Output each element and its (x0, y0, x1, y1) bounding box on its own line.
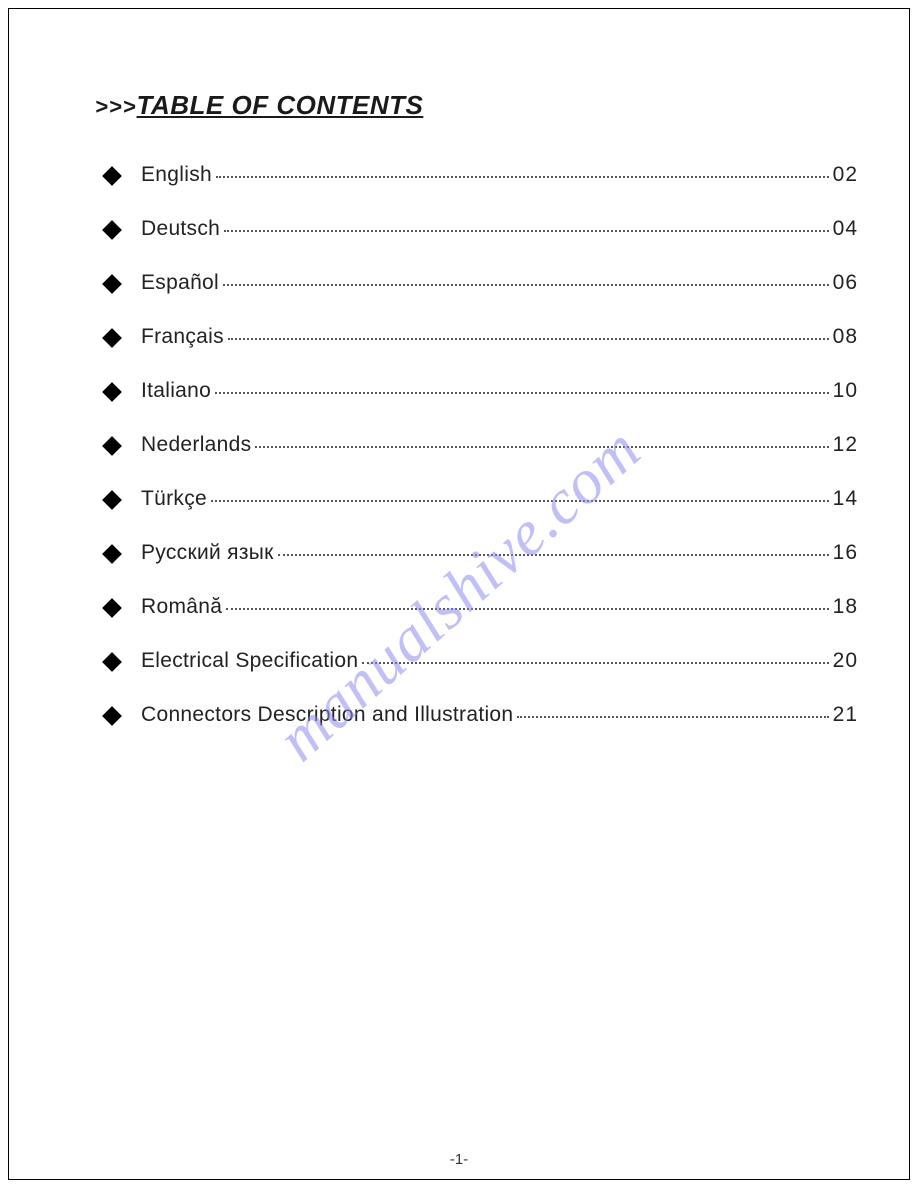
toc-dots (215, 392, 829, 394)
toc-page: 10 (833, 379, 858, 403)
toc-dots (228, 338, 829, 340)
toc-label: Français (141, 325, 224, 349)
toc-dots (362, 662, 828, 664)
toc-page: 12 (833, 433, 858, 457)
toc-dots (226, 608, 828, 610)
toc-page: 21 (833, 703, 858, 727)
toc-dots (216, 176, 829, 178)
toc-dots (223, 284, 829, 286)
toc-row: Nederlands 12 (105, 433, 858, 457)
toc-row: English 02 (105, 163, 858, 187)
diamond-icon (102, 166, 122, 186)
content-area: >>> TABLE OF CONTENTS English 02 Deutsch… (95, 90, 858, 757)
toc-label: Connectors Description and Illustration (141, 703, 513, 727)
toc-row: Türkçe 14 (105, 487, 858, 511)
toc-label: Deutsch (141, 217, 220, 241)
toc-page: 18 (833, 595, 858, 619)
toc-page: 16 (833, 541, 858, 565)
page-number: -1- (0, 1151, 918, 1168)
toc-page: 20 (833, 649, 858, 673)
toc-dots (278, 554, 829, 556)
toc-dots (224, 230, 829, 232)
toc-row: Connectors Description and Illustration … (105, 703, 858, 727)
toc-label: Türkçe (141, 487, 207, 511)
toc-dots (517, 716, 828, 718)
toc-page: 04 (833, 217, 858, 241)
toc-row: Română 18 (105, 595, 858, 619)
toc-label: Nederlands (141, 433, 251, 457)
diamond-icon (102, 490, 122, 510)
toc-row: Español 06 (105, 271, 858, 295)
heading-chevrons: >>> (95, 94, 137, 120)
toc-page: 06 (833, 271, 858, 295)
toc-row: Français 08 (105, 325, 858, 349)
diamond-icon (102, 598, 122, 618)
diamond-icon (102, 274, 122, 294)
toc-label: Italiano (141, 379, 211, 403)
toc-row: Electrical Specification 20 (105, 649, 858, 673)
toc-dots (211, 500, 829, 502)
heading-text: TABLE OF CONTENTS (137, 90, 432, 121)
toc-row: Русский язык 16 (105, 541, 858, 565)
heading: >>> TABLE OF CONTENTS (95, 90, 858, 121)
diamond-icon (102, 706, 122, 726)
diamond-icon (102, 328, 122, 348)
toc-label: Русский язык (141, 541, 274, 565)
toc-list: English 02 Deutsch 04 Español 06 Françai… (105, 163, 858, 727)
toc-row: Deutsch 04 (105, 217, 858, 241)
diamond-icon (102, 652, 122, 672)
toc-page: 08 (833, 325, 858, 349)
toc-row: Italiano 10 (105, 379, 858, 403)
toc-dots (255, 446, 828, 448)
toc-page: 02 (833, 163, 858, 187)
toc-label: Español (141, 271, 219, 295)
diamond-icon (102, 220, 122, 240)
diamond-icon (102, 544, 122, 564)
diamond-icon (102, 436, 122, 456)
toc-label: English (141, 163, 212, 187)
toc-label: Electrical Specification (141, 649, 358, 673)
diamond-icon (102, 382, 122, 402)
toc-page: 14 (833, 487, 858, 511)
toc-label: Română (141, 595, 222, 619)
